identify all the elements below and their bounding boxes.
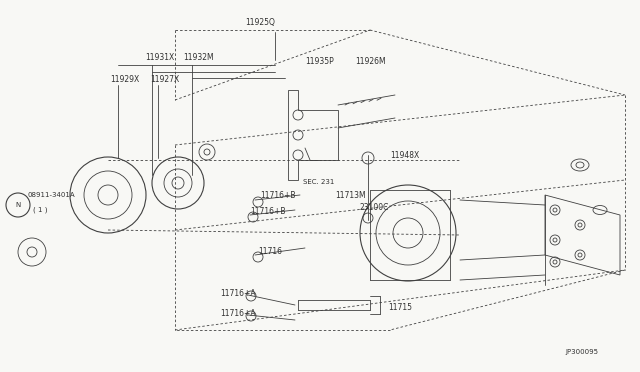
Text: 11929X: 11929X bbox=[110, 76, 140, 84]
Text: 11931X: 11931X bbox=[145, 54, 174, 62]
Text: 11716+A: 11716+A bbox=[220, 308, 255, 317]
Text: 08911-3401A: 08911-3401A bbox=[27, 192, 75, 198]
Text: 11932M: 11932M bbox=[183, 54, 214, 62]
Text: JP300095: JP300095 bbox=[565, 349, 598, 355]
Text: 11715: 11715 bbox=[388, 302, 412, 311]
Text: SEC. 231: SEC. 231 bbox=[303, 179, 334, 185]
Text: 11925Q: 11925Q bbox=[245, 17, 275, 26]
Text: 11926M: 11926M bbox=[355, 58, 386, 67]
Text: 11716+B: 11716+B bbox=[260, 192, 296, 201]
Text: 11948X: 11948X bbox=[390, 151, 419, 160]
Text: ( 1 ): ( 1 ) bbox=[33, 207, 47, 213]
Text: 11716+B: 11716+B bbox=[250, 208, 285, 217]
Text: 11927X: 11927X bbox=[150, 76, 179, 84]
Text: 11716+A: 11716+A bbox=[220, 289, 255, 298]
Text: 11935P: 11935P bbox=[305, 58, 333, 67]
Text: N: N bbox=[15, 202, 20, 208]
Text: 11713M: 11713M bbox=[335, 190, 365, 199]
Text: 23100C: 23100C bbox=[360, 203, 389, 212]
Text: 11716: 11716 bbox=[258, 247, 282, 257]
